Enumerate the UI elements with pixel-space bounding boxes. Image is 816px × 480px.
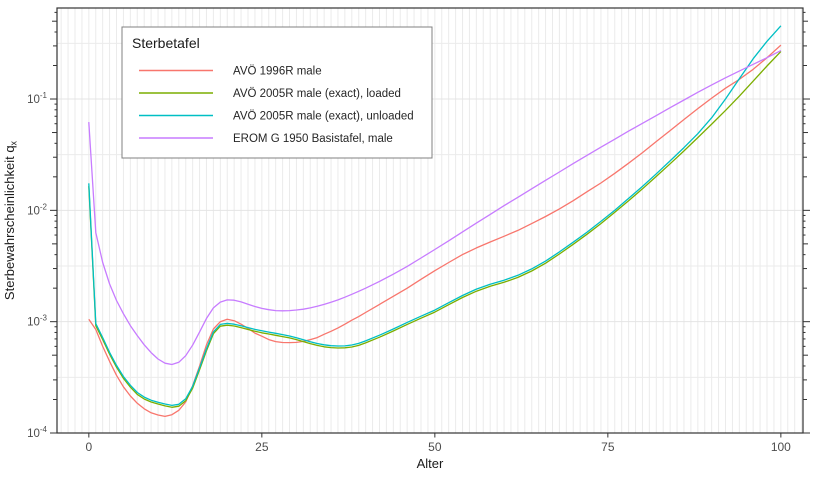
x-tick-label: 0: [85, 440, 92, 454]
x-tick-label: 100: [771, 440, 791, 454]
series-line-0: [88, 44, 782, 418]
x-axis-title: Alter: [417, 456, 444, 471]
legend-item-label-2: AVÖ 2005R male (exact), unloaded: [233, 111, 414, 123]
x-tick-label: 50: [428, 440, 442, 454]
series-line-2: [88, 25, 782, 407]
legend-item-label-0: AVÖ 1996R male: [233, 66, 322, 78]
legend: Sterbetafel AVÖ 1996R male AVÖ 2005R male …: [121, 26, 433, 159]
legend-item-label-3: EROM G 1950 Basistafel, male: [233, 133, 393, 145]
y-tick-label: 10-2: [27, 202, 47, 217]
gridlines: [57, 8, 803, 433]
series-line-3: [88, 50, 782, 366]
axis-ticks: [50, 11, 810, 438]
y-tick-label: 10-4: [27, 425, 47, 440]
x-tick-label: 25: [255, 440, 269, 454]
y-tick-label: 10-1: [27, 91, 47, 106]
legend-item-label-1: AVÖ 2005R male (exact), loaded: [233, 88, 401, 100]
y-tick-label: 10-3: [27, 314, 47, 329]
legend-title: Sterbetafel: [132, 35, 200, 51]
y-axis-title: Sterbewahrscheinlichkeit qx: [2, 140, 19, 300]
series-line-1: [88, 50, 782, 408]
series-lines: [88, 25, 782, 418]
x-tick-label: 75: [601, 440, 615, 454]
panel-border: [56, 7, 804, 434]
